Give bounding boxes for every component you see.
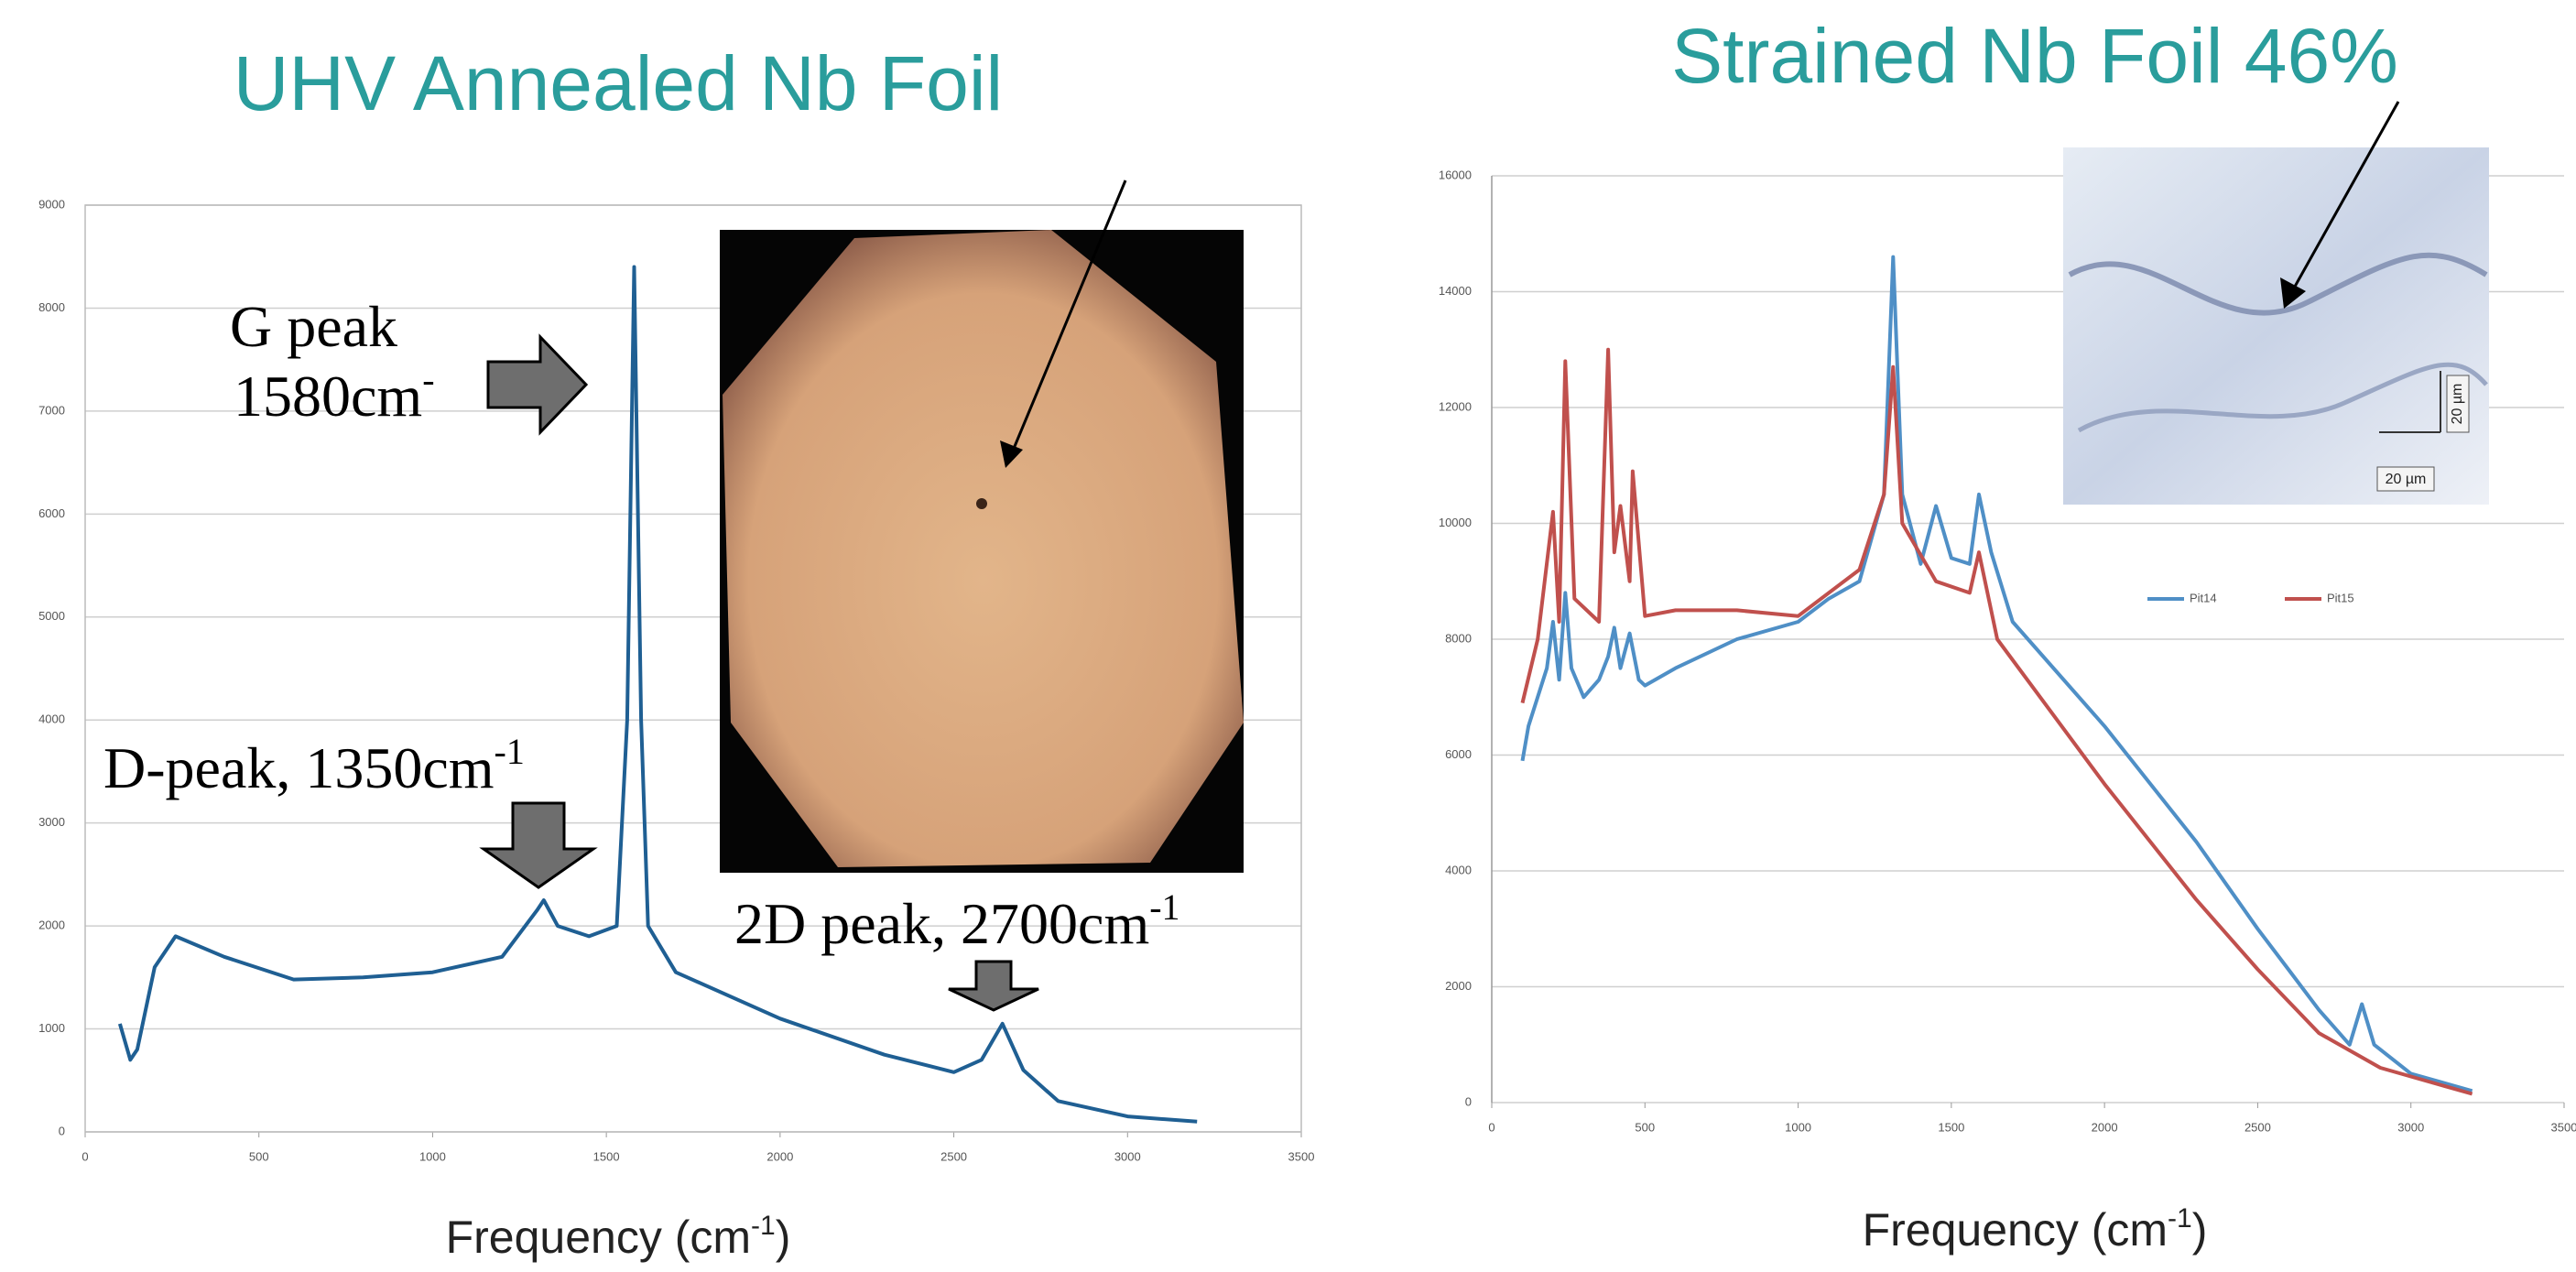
x-tick-label: 500 xyxy=(249,1149,269,1163)
x-axis-label-suffix: ) xyxy=(776,1212,791,1263)
y-tick-label: 4000 xyxy=(1445,863,1472,876)
x-axis-label-sup: -1 xyxy=(2168,1203,2192,1234)
y-tick-label: 8000 xyxy=(1445,631,1472,645)
scale-label: 20 µm xyxy=(2450,384,2465,425)
annotation-text: G peak xyxy=(230,294,397,359)
chart-title: Strained Nb Foil 46% xyxy=(1671,13,2398,99)
pointer-arrow xyxy=(1009,179,1127,456)
y-tick-label: 8000 xyxy=(38,300,65,314)
x-tick-label: 500 xyxy=(1635,1120,1655,1134)
y-tick-label: 0 xyxy=(59,1124,65,1137)
y-tick-label: 9000 xyxy=(38,197,65,211)
y-tick-label: 7000 xyxy=(38,403,65,417)
inset-texture xyxy=(2068,252,2488,316)
x-tick-label: 2000 xyxy=(766,1149,793,1163)
x-tick-label: 3000 xyxy=(2397,1120,2424,1134)
y-tick-label: 5000 xyxy=(38,609,65,623)
x-tick-label: 1000 xyxy=(1785,1120,1811,1134)
pointer-arrow-head xyxy=(2280,277,2306,309)
x-tick-label: 1000 xyxy=(419,1149,446,1163)
x-axis-label-text: Frequency (cm xyxy=(1863,1204,2168,1256)
annotation-sup: -1 xyxy=(1149,886,1179,928)
data-line xyxy=(117,265,1198,1124)
y-tick-label: 2000 xyxy=(38,919,65,932)
x-tick-label: 1500 xyxy=(1938,1120,1964,1134)
x-axis-label: Frequency (cm-1) xyxy=(446,1211,791,1263)
x-tick-label: 0 xyxy=(82,1149,88,1163)
y-tick-label: 6000 xyxy=(1445,747,1472,761)
x-tick-label: 3500 xyxy=(1288,1149,1315,1163)
inset-texture xyxy=(2077,362,2488,433)
x-axis-label: Frequency (cm-1) xyxy=(1863,1203,2208,1256)
data-line xyxy=(1520,347,2473,1096)
scale-label-box xyxy=(2446,375,2470,433)
x-tick-label: 2500 xyxy=(2244,1120,2271,1134)
scale-label-box xyxy=(2376,466,2435,492)
plot-frame xyxy=(84,204,1302,1133)
annotation: D-peak, 1350cm-1 xyxy=(103,731,525,800)
y-tick-label: 12000 xyxy=(1439,399,1472,413)
y-tick-label: 1000 xyxy=(38,1021,65,1035)
annotation-sup: -1 xyxy=(495,731,525,772)
y-tick-label: 14000 xyxy=(1439,284,1472,298)
y-tick-label: 16000 xyxy=(1439,168,1472,181)
legend-label: Pit15 xyxy=(2327,591,2354,604)
y-tick-label: 4000 xyxy=(38,712,65,726)
pointer-arrow xyxy=(2289,101,2400,294)
y-tick-label: 10000 xyxy=(1439,516,1472,529)
legend-label: Pit14 xyxy=(2190,591,2217,604)
chart-title: UHV Annealed Nb Foil xyxy=(234,40,1003,126)
y-tick-label: 3000 xyxy=(38,815,65,829)
annotation: 2D peak, 2700cm-1 xyxy=(734,886,1180,956)
block-arrow xyxy=(486,333,589,436)
x-tick-label: 3500 xyxy=(2551,1120,2576,1134)
inset-spot xyxy=(976,498,987,509)
x-axis-label-suffix: ) xyxy=(2192,1204,2208,1256)
annotation-sup: - xyxy=(422,359,434,400)
y-tick-label: 2000 xyxy=(1445,979,1472,993)
annotation: 1580cm- xyxy=(234,359,435,429)
x-tick-label: 2000 xyxy=(2092,1120,2118,1134)
annotation-text: 1580cm xyxy=(234,364,422,429)
x-axis-label-sup: -1 xyxy=(751,1211,776,1241)
y-tick-label: 6000 xyxy=(38,506,65,520)
inset-micrograph xyxy=(2063,147,2489,505)
pointer-arrow-head xyxy=(1000,440,1023,468)
annotation-text: 2D peak, 2700cm xyxy=(734,891,1149,956)
annotation: G peak xyxy=(230,294,397,359)
annotation-text: D-peak, 1350cm xyxy=(103,735,495,800)
x-tick-label: 1500 xyxy=(593,1149,620,1163)
y-tick-label: 0 xyxy=(1465,1094,1472,1108)
x-axis-label-text: Frequency (cm xyxy=(446,1212,751,1263)
x-tick-label: 3000 xyxy=(1114,1149,1141,1163)
x-tick-label: 0 xyxy=(1488,1120,1495,1134)
scale-label: 20 µm xyxy=(2386,472,2427,487)
inset-sample xyxy=(723,230,1244,867)
x-tick-label: 2500 xyxy=(940,1149,967,1163)
block-arrow xyxy=(948,960,1039,1012)
block-arrow xyxy=(479,801,598,889)
